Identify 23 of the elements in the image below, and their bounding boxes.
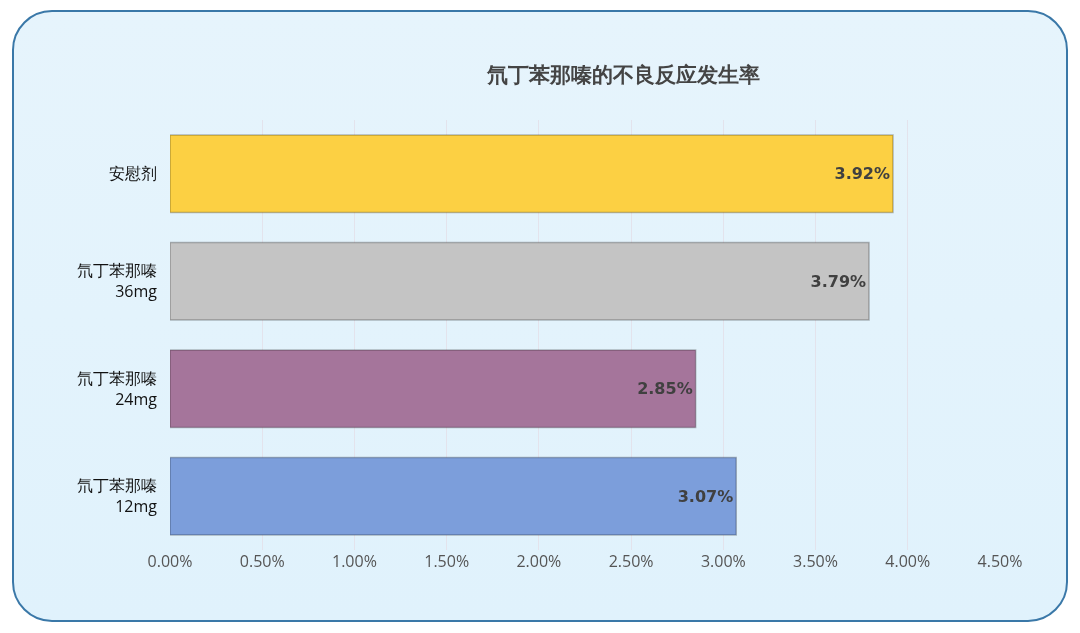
y-tick-label: 氘丁苯那嗪 12mg xyxy=(77,474,158,518)
bar xyxy=(170,134,894,214)
data-label: 3.79% xyxy=(810,271,867,291)
x-tick-label: 0.00% xyxy=(147,550,193,572)
data-label: 3.92% xyxy=(834,164,891,184)
x-tick-label: 4.50% xyxy=(977,550,1023,572)
x-tick-label: 2.50% xyxy=(608,550,654,572)
chart-title: 氘丁苯那嗪的不良反应发生率 xyxy=(485,59,760,88)
x-tick-label: 3.50% xyxy=(793,550,838,572)
x-tick-label: 1.00% xyxy=(332,550,377,572)
y-tick-label: 安慰剂 xyxy=(109,162,157,185)
data-label: 3.07% xyxy=(677,486,734,506)
y-tick-label: 氘丁苯那嗪 36mg xyxy=(77,259,158,303)
x-tick-label: 1.50% xyxy=(424,550,470,572)
y-tick-label: 氘丁苯那嗪 24mg xyxy=(77,366,158,410)
x-tick-label: 0.50% xyxy=(239,550,285,572)
x-tick-label: 4.00% xyxy=(885,550,931,572)
bar xyxy=(170,349,697,429)
bar xyxy=(170,456,737,536)
bar xyxy=(170,241,870,321)
data-label: 2.85% xyxy=(637,379,693,399)
x-tick-label: 2.00% xyxy=(516,550,562,572)
x-tick-label: 3.00% xyxy=(700,550,746,572)
